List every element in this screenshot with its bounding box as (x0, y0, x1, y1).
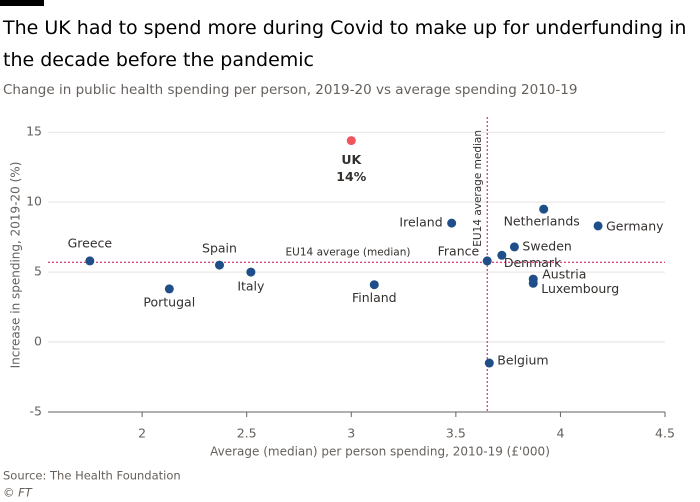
point-label: Sweden (522, 238, 571, 253)
point (528, 278, 538, 288)
x-tick-label: 4.5 (655, 426, 675, 441)
chart-subtitle: Change in public health spending per per… (3, 82, 577, 98)
point-label: Italy (237, 279, 265, 294)
x-tick-label: 3.5 (446, 426, 466, 441)
data-label: 14% (336, 169, 366, 184)
point-label: Greece (68, 235, 113, 250)
brand-bar (0, 0, 44, 6)
point (215, 260, 225, 270)
source: Source: The Health Foundation (3, 469, 181, 483)
point (539, 204, 549, 214)
point-label: France (438, 243, 480, 258)
point-label: Germany (606, 218, 664, 233)
point-label: Denmark (504, 255, 562, 270)
point (497, 250, 507, 260)
point-label: Austria (542, 267, 586, 282)
point (369, 280, 379, 290)
point-label: Finland (352, 290, 397, 305)
y-axis-title: Increase in spending, 2019-20 (%) (9, 162, 23, 369)
point-label: Ireland (399, 215, 442, 230)
point (509, 242, 519, 252)
x-tick-label: 3 (347, 426, 355, 441)
point (593, 221, 603, 231)
reference-label: EU14 average median (472, 130, 484, 247)
point (346, 136, 356, 146)
y-tick-label: -5 (30, 404, 42, 419)
point-label: Spain (202, 241, 237, 256)
y-tick-label: 15 (26, 124, 42, 139)
credit: © FT (3, 486, 33, 500)
x-tick-label: 2 (138, 426, 146, 441)
y-tick-label: 0 (34, 334, 42, 349)
point-label: Portugal (143, 294, 195, 309)
point-label: Netherlands (504, 214, 580, 229)
point (85, 256, 95, 266)
point-label: Luxembourg (541, 281, 619, 296)
chart-title: The UK had to spend more during Covid to… (2, 17, 686, 71)
point-label: UK (341, 152, 362, 167)
x-axis-title: Average (median) per person spending, 20… (210, 445, 550, 459)
point (246, 267, 256, 277)
x-tick-label: 2.5 (237, 426, 257, 441)
reference-label: EU14 average (median) (286, 246, 411, 258)
y-tick-label: 5 (34, 264, 42, 279)
point (447, 218, 457, 228)
point (164, 284, 174, 294)
y-tick-label: 10 (26, 194, 42, 209)
point (484, 358, 494, 368)
point-label: Belgium (497, 353, 548, 368)
point (482, 256, 492, 266)
x-tick-label: 4 (556, 426, 564, 441)
